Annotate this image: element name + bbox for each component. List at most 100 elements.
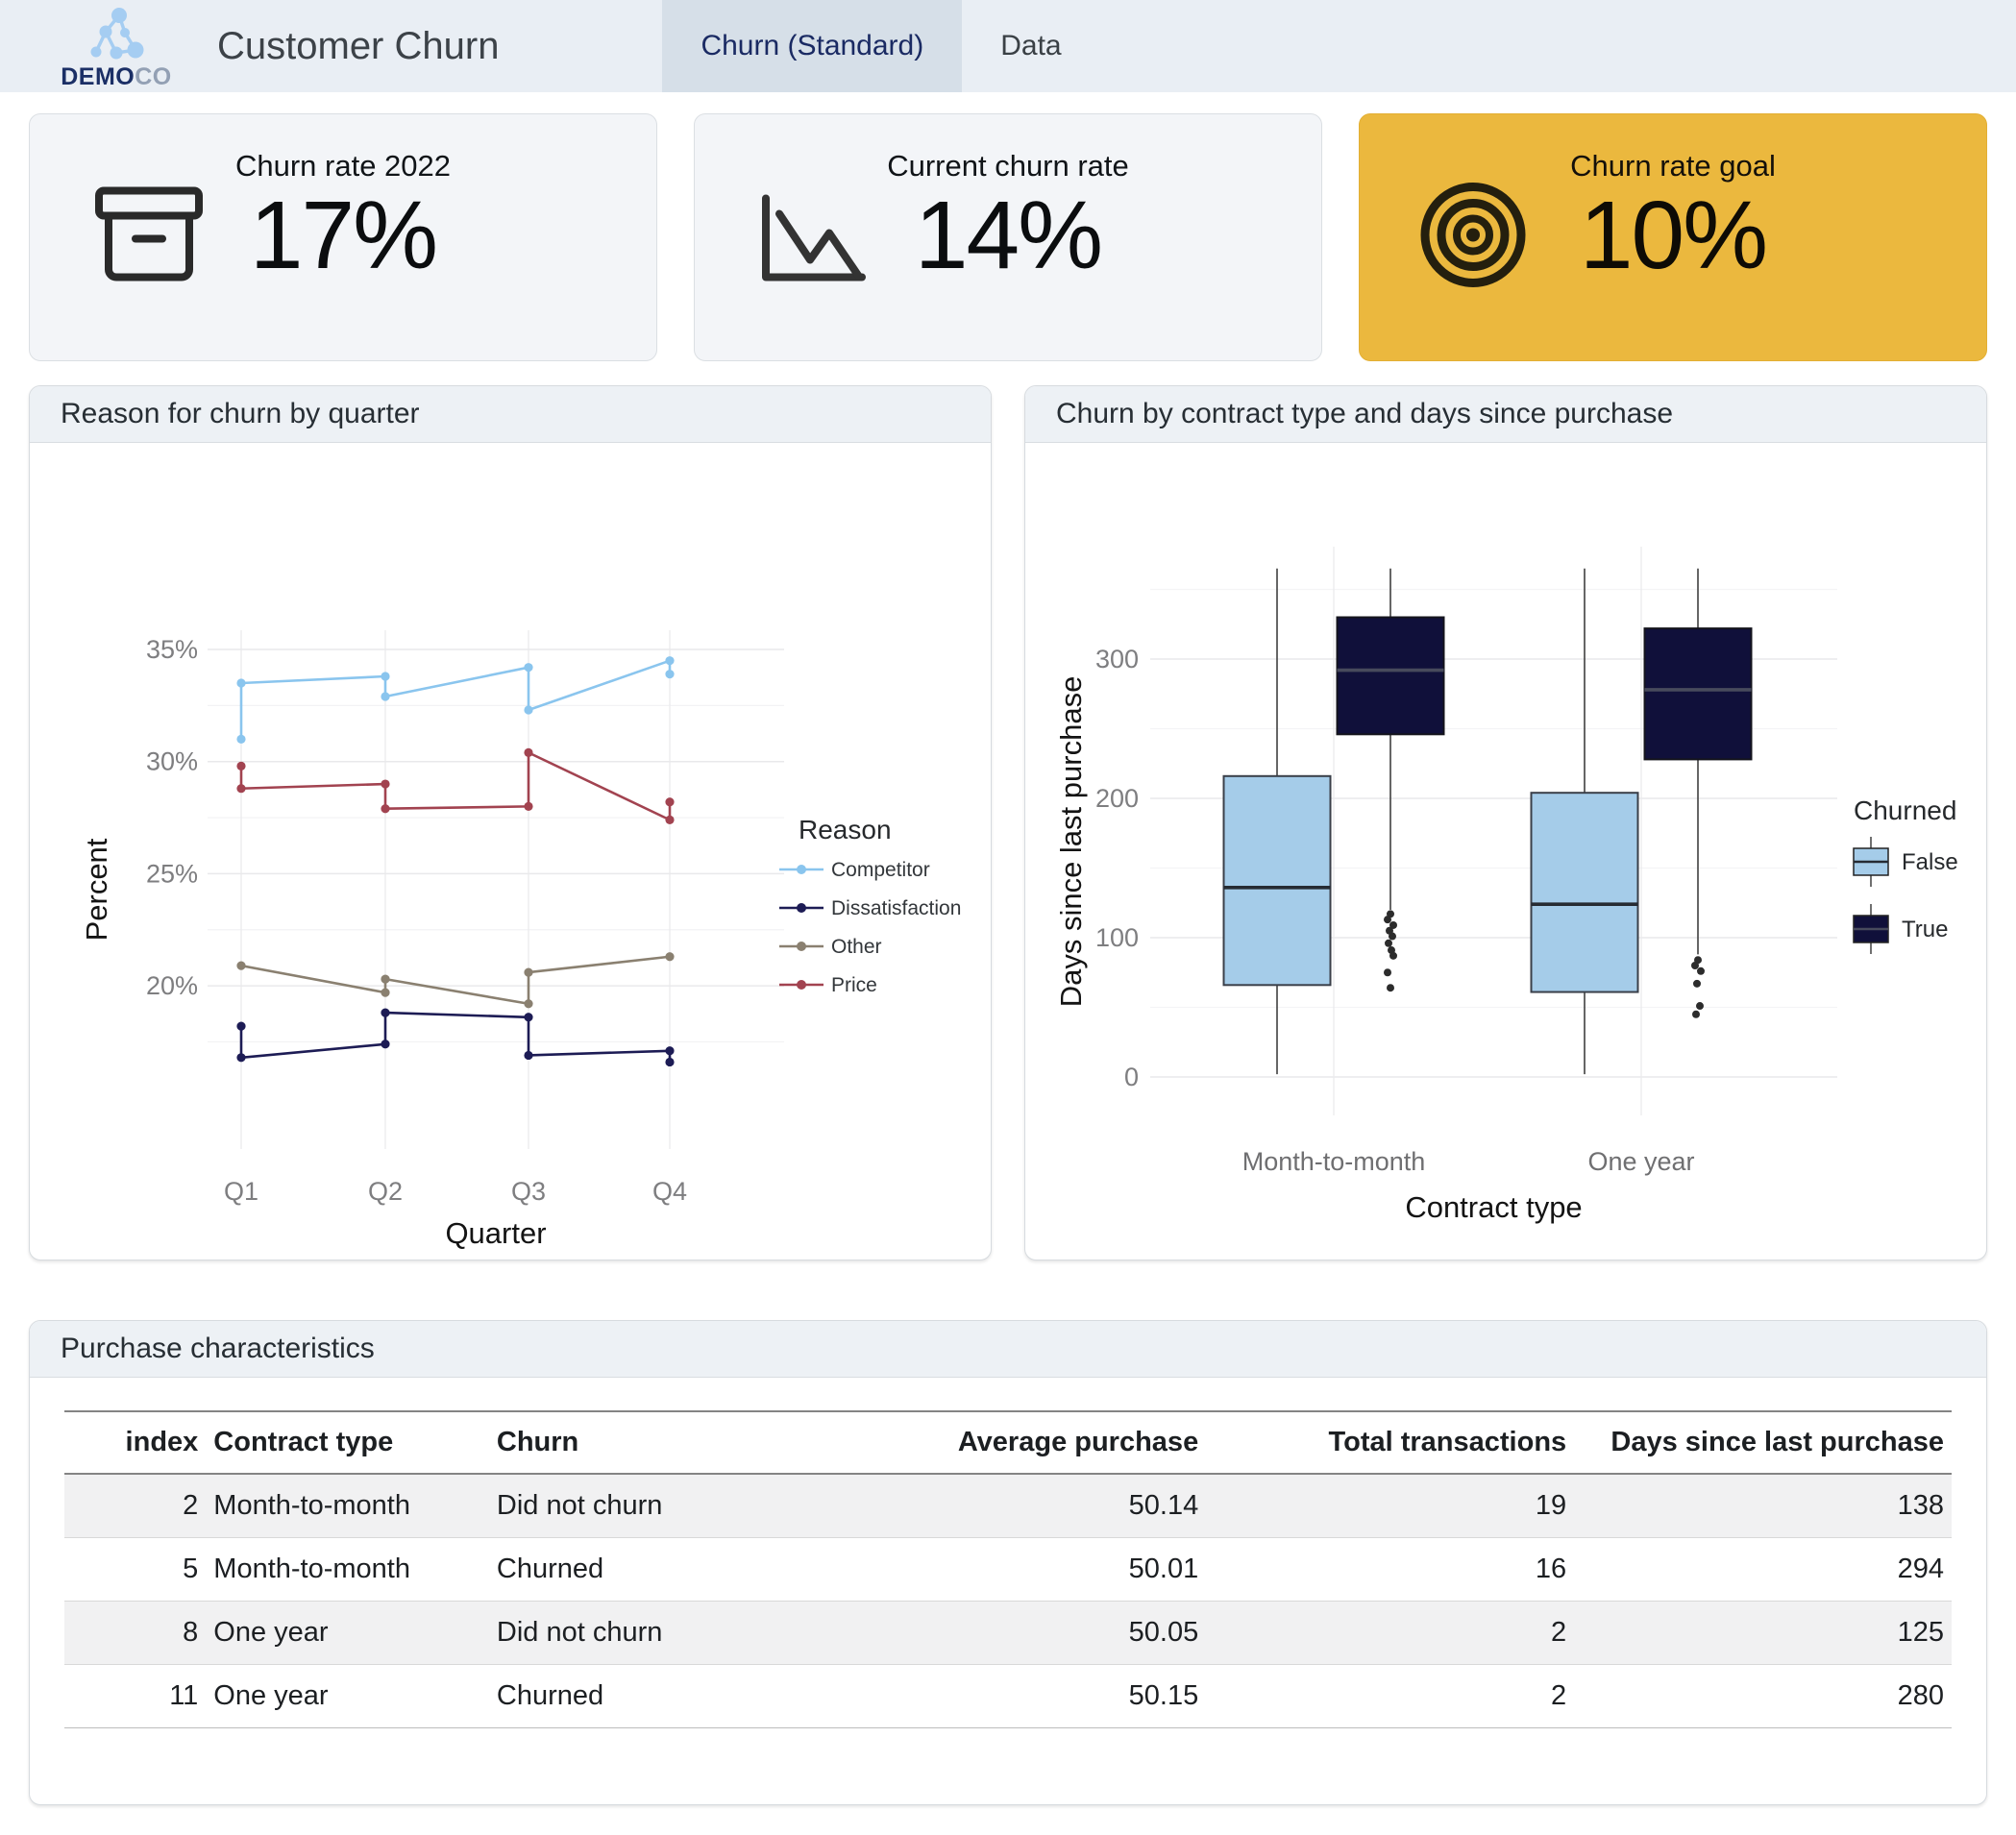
y-tick-label: 200 <box>1095 784 1139 813</box>
data-point <box>381 988 390 997</box>
data-point <box>665 1046 675 1056</box>
reason-line-chart[interactable]: 20% 25% 30% 35% Q1 Q2 Q3 Q4 Quarter Percent Reason… <box>30 443 991 1260</box>
data-point <box>524 801 533 811</box>
data-point <box>236 1021 246 1031</box>
y-axis-title: Days since last purchase <box>1054 676 1088 1008</box>
table-cell: 11 <box>169 1680 199 1711</box>
data-point <box>665 670 675 679</box>
table-cell: Churned <box>496 1554 604 1584</box>
data-point <box>236 784 246 794</box>
column-header-total-transactions: Total transactions <box>1206 1410 1575 1475</box>
outlier-point <box>1389 920 1397 929</box>
trend-down-chart-icon <box>750 178 877 298</box>
series-line-other <box>240 955 671 1006</box>
series-line-dissatisfaction <box>239 1011 672 1063</box>
table-cell: 50.05 <box>1128 1617 1199 1648</box>
panel-title: Purchase characteristics <box>30 1321 1986 1378</box>
data-point <box>236 1053 246 1063</box>
churn-boxplot-chart[interactable]: 0 100 200 300 Month-to-month One year Contract… <box>1025 443 1986 1260</box>
table-row: 8 One year Did not churn 50.05 2 125 <box>64 1601 1952 1665</box>
kpi-value: 17% <box>249 182 438 289</box>
data-point <box>665 952 675 962</box>
charts-row: Reason for churn by quarter 20% 25% 30% 35%… <box>29 385 1987 1260</box>
panel-title: Reason for churn by quarter <box>30 386 991 443</box>
data-point <box>524 999 533 1009</box>
target-icon <box>1415 174 1538 302</box>
y-tick-label: 100 <box>1095 923 1139 952</box>
legend-title: Reason <box>799 815 892 844</box>
table-cell: 2 <box>183 1490 199 1521</box>
kpi-value: 10% <box>1579 182 1768 289</box>
series-line-price <box>239 751 672 821</box>
data-point <box>524 1013 533 1022</box>
table-cell: 16 <box>1535 1554 1567 1584</box>
box-month-to-month-false <box>1222 774 1332 987</box>
data-point <box>236 678 246 688</box>
outlier-point <box>1389 951 1397 960</box>
data-point <box>665 797 675 807</box>
table-cell: 50.14 <box>1128 1490 1199 1521</box>
legend-item-label: Price <box>831 974 877 996</box>
legend-marker-dot <box>797 942 806 951</box>
table-row: 2 Month-to-month Did not churn 50.14 19 138 <box>64 1474 1952 1538</box>
table-cell: One year <box>213 1680 329 1711</box>
data-point <box>524 967 533 977</box>
column-header-contract-type: Contract type <box>206 1410 489 1475</box>
table-cell: 8 <box>183 1617 199 1648</box>
legend-item-label: Other <box>831 936 882 958</box>
table-row: 11 One year Churned 50.15 2 280 <box>64 1665 1952 1728</box>
data-point <box>236 961 246 970</box>
outlier-point <box>1696 1002 1704 1011</box>
y-tick-label: 0 <box>1124 1063 1139 1091</box>
data-point <box>524 663 533 673</box>
outlier-point <box>1385 939 1392 947</box>
table-cell: Month-to-month <box>213 1554 410 1584</box>
y-axis-title: Percent <box>80 838 113 941</box>
table-cell: One year <box>213 1617 329 1648</box>
series-line-competitor <box>239 659 672 740</box>
data-point <box>665 656 675 666</box>
x-tick-label: Q3 <box>511 1177 546 1206</box>
y-tick-label: 30% <box>146 747 198 776</box>
table-cell: 294 <box>1897 1554 1944 1584</box>
kpi-row: Churn rate 2022 17% Current churn rate 1… <box>29 113 1987 361</box>
table-cell: Month-to-month <box>213 1490 410 1521</box>
line-chart-svg: 20% 25% 30% 35% Q1 Q2 Q3 Q4 Quarter Percent Reason… <box>80 630 961 1250</box>
y-tick-label: 20% <box>146 971 198 1000</box>
tab-bar: Churn (Standard) Data <box>662 0 1099 92</box>
data-point <box>665 815 675 824</box>
data-point <box>236 734 246 744</box>
legend-marker-dot <box>797 980 806 990</box>
column-header-days-since-last-purchase: Days since last purchase <box>1574 1410 1952 1475</box>
panel-title: Churn by contract type and days since pu… <box>1025 386 1986 443</box>
tab-data[interactable]: Data <box>1000 30 1062 61</box>
table-cell: Churned <box>496 1680 604 1711</box>
table-cell: 50.01 <box>1128 1554 1199 1584</box>
data-point <box>381 692 390 701</box>
table-cell: 280 <box>1897 1680 1944 1711</box>
box-one-year-true <box>1643 627 1753 761</box>
data-point <box>236 761 246 771</box>
x-tick-label: Month-to-month <box>1242 1147 1426 1176</box>
data-point <box>381 1008 390 1017</box>
table-row: 5 Month-to-month Churned 50.01 16 294 <box>64 1538 1952 1602</box>
kpi-value: 14% <box>914 182 1103 289</box>
legend-marker-dot <box>797 903 806 913</box>
molecule-logo-icon <box>90 8 144 60</box>
kpi-title: Churn rate goal <box>1570 149 1776 183</box>
boxplot-chart-panel: Churn by contract type and days since pu… <box>1024 385 1987 1260</box>
tab-churn-standard[interactable]: Churn (Standard) <box>662 0 963 92</box>
kpi-title: Current churn rate <box>887 149 1129 183</box>
table-cell: 19 <box>1535 1490 1567 1521</box>
table-cell: 2 <box>1551 1680 1567 1711</box>
kpi-title: Churn rate 2022 <box>234 149 452 183</box>
box-chart-svg: 0 100 200 300 Month-to-month One yearContract… <box>1054 547 1958 1224</box>
outlier-point <box>1692 1010 1700 1018</box>
app-header: DEMOCO Customer Churn Churn (Standard) D… <box>0 0 2016 92</box>
logo-text: DEMOCO <box>61 63 172 90</box>
table-header-row: index Contract type Churn Average purchase T… <box>64 1410 1952 1475</box>
outlier-point <box>1389 932 1396 941</box>
legend-item-label: True <box>1902 917 1948 942</box>
column-header-index: index <box>64 1410 207 1475</box>
legend-marker-dot <box>797 865 806 874</box>
